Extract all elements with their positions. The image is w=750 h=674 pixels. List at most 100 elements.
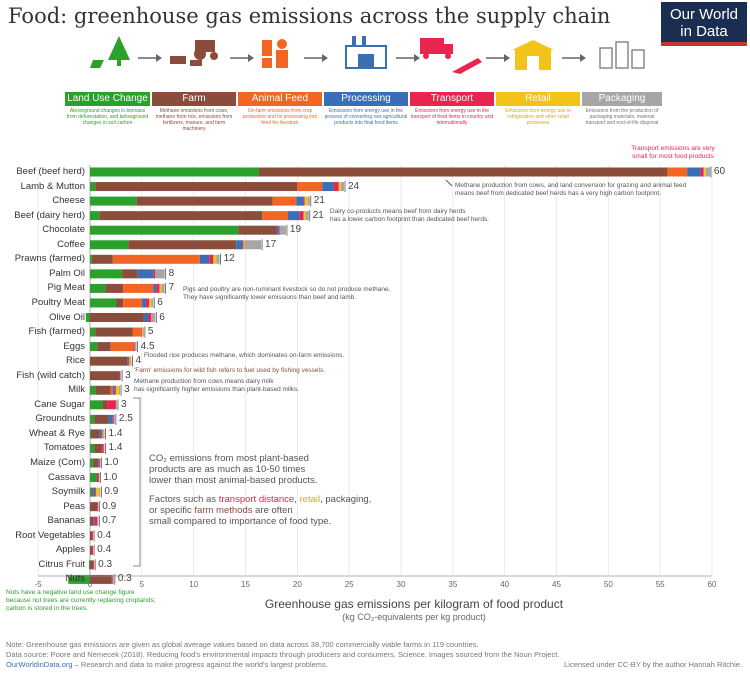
bar-segment[interactable] [90, 385, 96, 395]
bar-segment[interactable] [105, 283, 124, 293]
bar-segment[interactable] [333, 182, 339, 192]
bar-segment[interactable] [243, 240, 245, 250]
bar-segment[interactable] [115, 385, 120, 395]
bar-segment[interactable] [136, 196, 273, 206]
bar-segment[interactable] [299, 211, 304, 221]
bar-segment[interactable] [90, 545, 93, 555]
bar-segment[interactable] [279, 225, 286, 235]
bar-segment[interactable] [304, 196, 308, 206]
bar-segment[interactable] [90, 225, 239, 235]
bar-segment[interactable] [107, 400, 116, 410]
bar-segment[interactable] [90, 574, 112, 584]
bar-segment[interactable] [216, 254, 220, 264]
bar-segment[interactable] [90, 473, 97, 483]
bar-segment[interactable] [151, 298, 154, 308]
bar-segment[interactable] [90, 254, 93, 264]
bar-segment[interactable] [156, 283, 160, 293]
bar-segment[interactable] [112, 254, 200, 264]
bar-segment[interactable] [93, 560, 95, 570]
bar-segment[interactable] [236, 240, 243, 250]
bar-segment[interactable] [276, 225, 279, 235]
legend-item-retail[interactable]: Retail [496, 92, 580, 106]
bar-segment[interactable] [120, 371, 122, 381]
bar-segment[interactable] [687, 167, 701, 177]
bar-segment[interactable] [92, 545, 94, 555]
bar-segment[interactable] [141, 298, 146, 308]
bar-segment[interactable] [145, 298, 150, 308]
bar-segment[interactable] [148, 313, 152, 322]
bar-segment[interactable] [307, 196, 310, 206]
bar-segment[interactable] [110, 385, 113, 395]
bar-segment[interactable] [303, 211, 306, 221]
bar-segment[interactable] [322, 182, 334, 192]
bar-segment[interactable] [119, 371, 121, 381]
bar-segment[interactable] [94, 443, 102, 453]
bar-segment[interactable] [90, 298, 116, 308]
bar-segment[interactable] [94, 414, 109, 424]
legend-item-packaging[interactable]: Packaging [582, 92, 662, 106]
bar-segment[interactable] [112, 385, 115, 395]
bar-segment[interactable] [242, 240, 244, 250]
bar-segment[interactable] [97, 516, 99, 526]
bar-segment[interactable] [90, 283, 106, 293]
bar-segment[interactable] [119, 385, 121, 395]
bar-segment[interactable] [88, 560, 90, 570]
legend-item-processing[interactable]: Processing [324, 92, 408, 106]
bar-segment[interactable] [90, 443, 95, 453]
bar-segment[interactable] [278, 225, 280, 235]
bar-segment[interactable] [132, 327, 141, 337]
bar-segment[interactable] [340, 182, 344, 192]
bar-segment[interactable] [153, 269, 156, 279]
bar-segment[interactable] [99, 429, 102, 439]
bar-segment[interactable] [127, 356, 129, 366]
bar-segment[interactable] [258, 167, 668, 177]
bar-segment[interactable] [209, 254, 214, 264]
bar-segment[interactable] [101, 443, 104, 453]
bar-segment[interactable] [700, 167, 704, 177]
bar-segment[interactable] [90, 560, 94, 570]
bar-segment[interactable] [112, 574, 114, 584]
bar-segment[interactable] [90, 400, 103, 410]
bar-segment[interactable] [133, 342, 135, 352]
bar-segment[interactable] [96, 487, 100, 497]
bar-segment[interactable] [213, 254, 217, 264]
bar-segment[interactable] [128, 240, 237, 250]
bar-segment[interactable] [110, 342, 134, 352]
bar-segment[interactable] [90, 211, 100, 221]
bar-segment[interactable] [705, 167, 710, 177]
bar-segment[interactable] [114, 385, 116, 395]
bar-segment[interactable] [102, 429, 104, 439]
bar-segment[interactable] [90, 414, 95, 424]
bar-segment[interactable] [244, 240, 262, 250]
bar-segment[interactable] [95, 385, 111, 395]
bar-segment[interactable] [95, 182, 298, 192]
bar-segment[interactable] [161, 283, 165, 293]
bar-segment[interactable] [90, 167, 259, 177]
footer-site-link[interactable]: OurWorldinData.org [6, 660, 73, 669]
bar-segment[interactable] [151, 313, 156, 322]
bar-segment[interactable] [122, 269, 138, 279]
bar-segment[interactable] [90, 240, 129, 250]
bar-segment[interactable] [90, 516, 94, 526]
bar-segment[interactable] [111, 574, 113, 584]
bar-segment[interactable] [140, 327, 142, 337]
bar-segment[interactable] [90, 429, 92, 439]
bar-segment[interactable] [153, 283, 157, 293]
bar-segment[interactable] [303, 196, 305, 206]
bar-segment[interactable] [238, 225, 277, 235]
bar-segment[interactable] [85, 313, 90, 322]
bar-segment[interactable] [115, 298, 124, 308]
bar-segment[interactable] [703, 167, 706, 177]
bar-segment[interactable] [92, 531, 94, 541]
bar-segment[interactable] [134, 342, 137, 352]
bar-segment[interactable] [92, 487, 94, 497]
bar-segment[interactable] [90, 182, 96, 192]
bar-segment[interactable] [103, 429, 105, 439]
bar-segment[interactable] [262, 211, 289, 221]
bar-segment[interactable] [97, 342, 111, 352]
bar-segment[interactable] [90, 196, 137, 206]
bar-segment[interactable] [95, 487, 97, 497]
bar-segment[interactable] [90, 356, 128, 366]
bar-segment[interactable] [142, 327, 144, 337]
bar-segment[interactable] [90, 313, 144, 322]
